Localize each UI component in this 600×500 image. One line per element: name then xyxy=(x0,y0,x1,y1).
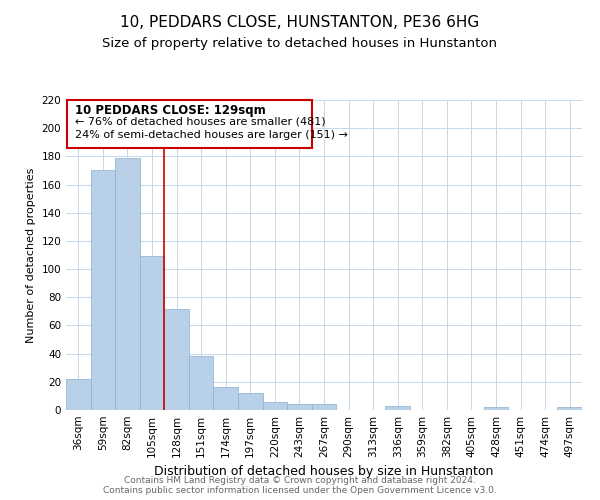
Bar xyxy=(263,402,287,410)
Bar xyxy=(385,406,410,410)
Text: 24% of semi-detached houses are larger (151) →: 24% of semi-detached houses are larger (… xyxy=(74,130,347,140)
Bar xyxy=(484,407,508,410)
Y-axis label: Number of detached properties: Number of detached properties xyxy=(26,168,36,342)
Bar xyxy=(287,404,312,410)
Bar xyxy=(66,379,91,410)
Text: 10, PEDDARS CLOSE, HUNSTANTON, PE36 6HG: 10, PEDDARS CLOSE, HUNSTANTON, PE36 6HG xyxy=(121,15,479,30)
Bar xyxy=(312,404,336,410)
Bar xyxy=(238,393,263,410)
Bar xyxy=(189,356,214,410)
Text: 10 PEDDARS CLOSE: 129sqm: 10 PEDDARS CLOSE: 129sqm xyxy=(74,104,265,117)
Bar xyxy=(91,170,115,410)
X-axis label: Distribution of detached houses by size in Hunstanton: Distribution of detached houses by size … xyxy=(154,466,494,478)
Bar xyxy=(140,256,164,410)
Bar xyxy=(557,407,582,410)
Bar xyxy=(115,158,140,410)
Text: Contains HM Land Registry data © Crown copyright and database right 2024.
Contai: Contains HM Land Registry data © Crown c… xyxy=(103,476,497,495)
Text: Size of property relative to detached houses in Hunstanton: Size of property relative to detached ho… xyxy=(103,38,497,51)
Text: ← 76% of detached houses are smaller (481): ← 76% of detached houses are smaller (48… xyxy=(74,117,325,127)
Bar xyxy=(214,388,238,410)
Bar xyxy=(164,308,189,410)
FancyBboxPatch shape xyxy=(67,100,312,148)
